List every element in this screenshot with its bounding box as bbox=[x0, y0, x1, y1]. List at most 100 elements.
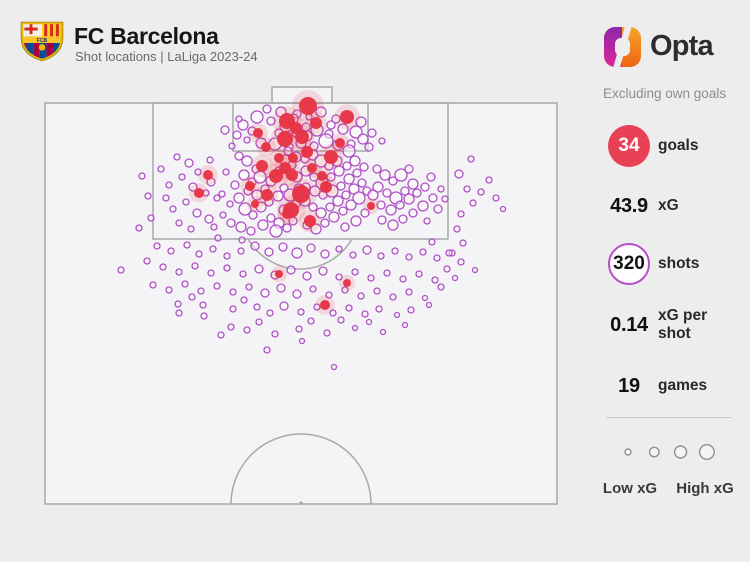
shot-marker bbox=[453, 225, 461, 233]
shot-marker bbox=[393, 311, 401, 319]
shot-marker bbox=[197, 287, 205, 295]
shot-marker bbox=[375, 305, 383, 313]
shot-marker bbox=[340, 222, 350, 232]
shot-marker bbox=[237, 119, 249, 131]
shot-marker bbox=[200, 312, 208, 320]
shot-marker bbox=[404, 164, 414, 174]
shot-marker bbox=[309, 185, 321, 197]
shot-marker bbox=[269, 224, 283, 238]
shot-marker bbox=[262, 104, 272, 114]
shot-marker bbox=[292, 289, 302, 299]
shot-marker bbox=[147, 214, 155, 222]
xg-label: xG bbox=[658, 197, 679, 214]
shot-marker bbox=[306, 243, 316, 253]
shot-marker bbox=[187, 225, 195, 233]
shot-marker bbox=[365, 318, 373, 326]
shot-marker bbox=[372, 181, 384, 193]
shot-marker bbox=[233, 192, 245, 204]
legend-size-circle bbox=[698, 444, 715, 461]
shot-marker bbox=[407, 306, 415, 314]
shot-marker bbox=[235, 221, 247, 233]
centre-spot bbox=[299, 501, 303, 505]
shot-marker bbox=[245, 283, 253, 291]
goal-marker bbox=[304, 215, 316, 227]
shot-marker bbox=[217, 331, 225, 339]
shot-marker bbox=[320, 218, 330, 228]
shot-marker bbox=[431, 276, 439, 284]
shot-marker bbox=[302, 271, 312, 281]
shot-marker bbox=[326, 120, 336, 130]
shot-marker bbox=[279, 301, 289, 311]
shot-marker bbox=[227, 323, 235, 331]
shot-marker bbox=[420, 182, 430, 192]
shot-marker bbox=[318, 133, 334, 149]
shot-marker bbox=[264, 247, 274, 257]
page-subtitle: Shot locations | LaLiga 2023-24 bbox=[75, 49, 258, 64]
shot-marker bbox=[291, 247, 303, 259]
shot-marker bbox=[457, 210, 465, 218]
goal-marker bbox=[310, 117, 322, 129]
shot-marker bbox=[219, 211, 227, 219]
shot-marker bbox=[238, 169, 250, 181]
shot-marker bbox=[243, 326, 251, 334]
shot-marker bbox=[188, 293, 196, 301]
shot-marker bbox=[403, 193, 415, 205]
shot-marker bbox=[342, 144, 356, 158]
shot-marker bbox=[382, 188, 392, 198]
goal-marker bbox=[307, 163, 317, 173]
shot-marker bbox=[383, 269, 391, 277]
shot-marker bbox=[174, 300, 182, 308]
shot-marker bbox=[246, 226, 256, 236]
shot-marker bbox=[485, 176, 493, 184]
shot-marker bbox=[206, 156, 214, 164]
shot-marker bbox=[463, 185, 471, 193]
shot-marker bbox=[167, 247, 175, 255]
goal-marker bbox=[299, 97, 317, 115]
goal-marker bbox=[194, 188, 204, 198]
centre-circle bbox=[230, 433, 372, 505]
shot-marker bbox=[379, 169, 391, 181]
shot-marker bbox=[297, 308, 305, 316]
goal-marker bbox=[261, 189, 273, 201]
shot-marker bbox=[199, 301, 207, 309]
goal-marker bbox=[343, 279, 351, 287]
shot-marker bbox=[351, 268, 359, 276]
page-title: FC Barcelona bbox=[74, 23, 219, 49]
shot-marker bbox=[138, 172, 146, 180]
shot-marker bbox=[310, 223, 322, 235]
shot-marker bbox=[220, 125, 230, 135]
shot-marker bbox=[499, 205, 507, 213]
svg-text:FCB: FCB bbox=[37, 38, 48, 44]
shot-marker bbox=[391, 247, 399, 255]
shot-marker bbox=[330, 363, 338, 371]
goal-marker bbox=[253, 128, 263, 138]
stat-row-xg-per-shot: 0.14 xG per shot bbox=[590, 303, 740, 347]
shot-marker bbox=[388, 176, 398, 186]
shot-marker bbox=[218, 190, 226, 198]
shot-marker bbox=[335, 245, 343, 253]
shot-marker bbox=[207, 269, 215, 277]
shot-marker bbox=[395, 200, 405, 210]
shot-marker bbox=[263, 346, 271, 354]
shot-marker bbox=[183, 241, 191, 249]
goal-marker bbox=[203, 170, 213, 180]
shot-marker bbox=[162, 194, 170, 202]
shot-marker bbox=[336, 181, 346, 191]
fc-barcelona-crest: FCB bbox=[20, 21, 64, 62]
shot-marker bbox=[415, 270, 423, 278]
shot-marker bbox=[367, 274, 375, 282]
shots-badge: 320 bbox=[608, 243, 650, 285]
shot-marker bbox=[173, 153, 181, 161]
shot-marker bbox=[149, 281, 157, 289]
shot-marker bbox=[401, 321, 409, 329]
goal-marker bbox=[295, 130, 309, 144]
shot-marker bbox=[372, 164, 382, 174]
shot-marker bbox=[230, 180, 240, 190]
shot-marker bbox=[222, 168, 230, 176]
shot-marker bbox=[377, 252, 385, 260]
shot-marker bbox=[428, 238, 436, 246]
shot-marker bbox=[175, 309, 183, 317]
goals-badge: 34 bbox=[608, 125, 650, 167]
shot-marker bbox=[437, 185, 445, 193]
shot-marker bbox=[377, 215, 387, 225]
